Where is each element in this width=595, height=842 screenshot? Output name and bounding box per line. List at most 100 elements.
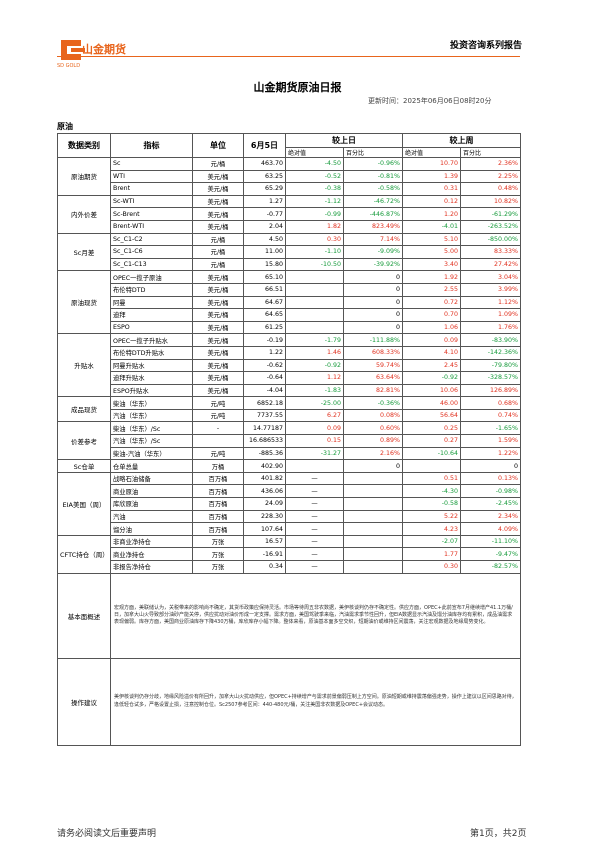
value-cell: -9.09% <box>343 245 403 259</box>
value-cell: -0.92 <box>285 358 344 373</box>
value-cell: -83.90% <box>460 333 521 347</box>
unit-cell: 元/吨 <box>192 408 244 423</box>
value-cell <box>343 534 403 549</box>
indicator-cell: 商业净持仓 <box>110 547 193 561</box>
category-cell: 价差参考 <box>57 421 111 461</box>
value-cell: 823.49% <box>343 219 403 234</box>
value-cell: -1.12 <box>285 194 344 209</box>
unit-cell: 元/桶 <box>192 157 244 171</box>
value-cell: 3.04% <box>460 270 521 284</box>
value-cell: 66.51 <box>243 282 286 297</box>
table-row: 汽油（华东） 元/吨 7737.55 6.27 0.08% 56.64 0.74% <box>58 408 521 423</box>
value-cell: 64.67 <box>243 295 286 310</box>
value-cell: 3.99% <box>460 282 521 297</box>
value-cell: 6.27 <box>285 408 344 423</box>
unit-cell: 元/桶 <box>192 232 244 247</box>
value-cell: 0.12 <box>402 194 461 209</box>
indicator-cell: Brent <box>110 182 193 196</box>
value-cell <box>343 509 403 524</box>
table-row: 基本面概述 宏观方面，美联储认为，关税带来的影响尚不确定，其货币政策应保持灵活。市… <box>57 572 521 659</box>
value-cell: 1.06 <box>402 320 461 335</box>
value-cell: 24.09 <box>243 497 286 511</box>
value-cell: -46.72% <box>343 194 403 209</box>
value-cell: 5.00 <box>402 245 461 259</box>
value-cell: 14.77187 <box>243 421 286 436</box>
value-cell: -446.87% <box>343 207 403 221</box>
indicator-cell: WTI <box>110 169 193 184</box>
table-row: 数据类别 指标 单位 6月5日 较上日 较上周 <box>57 133 521 158</box>
unit-cell: 元/吨 <box>192 446 244 461</box>
indicator-cell: ESPO <box>110 320 193 335</box>
block-label: 操作建议 <box>57 657 111 746</box>
value-cell: 1.12 <box>285 371 344 385</box>
value-cell: -4.04 <box>243 383 286 398</box>
value-cell: 0 <box>343 308 403 322</box>
value-cell: 61.25 <box>243 320 286 335</box>
unit-cell: 元/吨 <box>192 396 244 410</box>
table-row: Sc_C1-C6 元/桶 11.00 -1.10 -9.09% 5.00 83.33% <box>58 245 521 259</box>
indicator-cell: Sc <box>110 157 193 171</box>
indicator-cell: 非商业净持仓 <box>110 534 193 549</box>
category-cell: 原油期货 <box>57 157 111 196</box>
unit-cell: 美元/桶 <box>192 320 244 335</box>
value-cell: -263.52% <box>460 219 521 234</box>
value-cell: -10.50 <box>285 257 344 272</box>
value-cell: 83.33% <box>460 245 521 259</box>
value-cell: 0.25 <box>402 421 461 436</box>
value-cell: 0.13% <box>460 471 521 486</box>
category-cell: EIA美国（周） <box>57 471 111 536</box>
value-cell <box>285 295 344 310</box>
value-cell: 0.89% <box>343 434 403 448</box>
value-cell <box>285 308 344 322</box>
value-cell: 64.65 <box>243 308 286 322</box>
value-cell: -328.57% <box>460 371 521 385</box>
category-cell: CFTC持仓（周） <box>57 534 111 574</box>
indicator-cell: 非报告净持仓 <box>110 560 193 574</box>
unit-cell: 百万桶 <box>192 509 244 524</box>
unit-cell: - <box>192 421 244 436</box>
block-label: 基本面概述 <box>57 572 111 659</box>
block-text: 美伊核谈判仍存分歧，地缘风险溢价有所回升，加拿大山火扰动供应，但OPEC+持续增… <box>110 657 521 746</box>
sub-column-header: 百分比 <box>460 147 521 158</box>
report-title: 山金期货原油日报 <box>253 81 342 94</box>
value-cell: 463.70 <box>243 157 286 171</box>
value-cell: 1.39 <box>402 169 461 184</box>
value-cell: -25.00 <box>285 396 344 410</box>
value-cell: -4.30 <box>402 484 461 499</box>
table-row: 绝对值 百分比 绝对值 百分比 <box>58 147 521 158</box>
value-cell: — <box>285 509 344 524</box>
table-row: CFTC持仓（周） 非商业净持仓 万张 16.57— -2.07 -11.10% <box>57 534 521 574</box>
category-cell: Sc月差 <box>57 232 111 272</box>
value-cell: 0.08% <box>343 408 403 423</box>
value-cell: 2.36% <box>460 157 521 171</box>
value-cell: 2.45 <box>402 358 461 373</box>
unit-cell: 美元/桶 <box>192 207 244 221</box>
value-cell: 2.16% <box>343 446 403 461</box>
value-cell: — <box>285 547 344 561</box>
value-cell: -31.27 <box>285 446 344 461</box>
value-cell: -10.64 <box>402 446 461 461</box>
column-header: 较上周 <box>402 133 521 148</box>
value-cell: 65.10 <box>243 270 286 284</box>
value-cell <box>402 459 461 473</box>
value-cell: -0.64 <box>243 371 286 385</box>
value-cell: -82.57% <box>460 560 521 574</box>
table-row: 迪拜 美元/桶 64.65 0 0.70 1.09% <box>58 308 521 322</box>
value-cell: 4.09% <box>460 522 521 536</box>
logo-sub: SD GOLD <box>57 63 81 69</box>
unit-cell: 美元/桶 <box>192 308 244 322</box>
value-cell: 1.12% <box>460 295 521 310</box>
sub-column-header: 绝对值 <box>402 147 461 158</box>
unit-cell: 万张 <box>192 560 244 574</box>
value-cell: 402.90 <box>243 459 286 473</box>
value-cell: 65.29 <box>243 182 286 196</box>
indicator-cell: 迪拜升贴水 <box>110 371 193 385</box>
category-cell: 原油现货 <box>57 270 111 335</box>
value-cell: 7737.55 <box>243 408 286 423</box>
unit-cell: 美元/桶 <box>192 169 244 184</box>
logo-text: 山金期货 <box>82 43 126 56</box>
unit-cell: 百万桶 <box>192 522 244 536</box>
table-row: 升贴水 OPEC一揽子升贴水 美元/桶 -0.19 -1.79 -111.88% 0.09-… <box>57 333 521 398</box>
value-cell: -1.79 <box>285 333 344 347</box>
